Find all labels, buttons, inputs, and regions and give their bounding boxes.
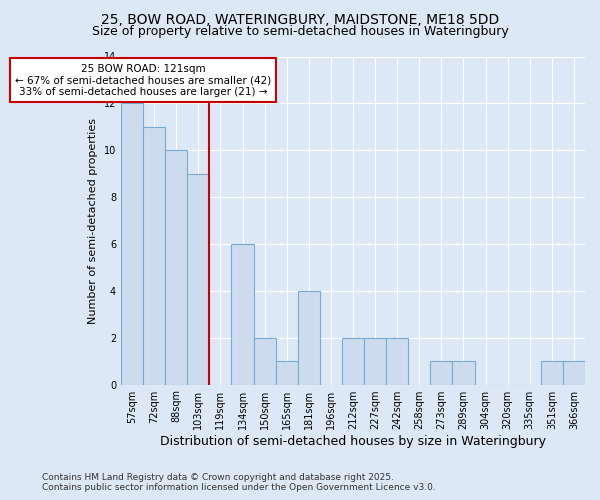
Bar bbox=[298, 291, 320, 384]
Bar bbox=[254, 338, 275, 384]
Bar bbox=[187, 174, 209, 384]
Bar bbox=[563, 361, 585, 384]
Text: 25 BOW ROAD: 121sqm
← 67% of semi-detached houses are smaller (42)
33% of semi-d: 25 BOW ROAD: 121sqm ← 67% of semi-detach… bbox=[15, 64, 271, 96]
Y-axis label: Number of semi-detached properties: Number of semi-detached properties bbox=[88, 118, 98, 324]
Bar bbox=[121, 104, 143, 384]
Bar bbox=[452, 361, 475, 384]
Text: 25, BOW ROAD, WATERINGBURY, MAIDSTONE, ME18 5DD: 25, BOW ROAD, WATERINGBURY, MAIDSTONE, M… bbox=[101, 12, 499, 26]
Bar bbox=[386, 338, 408, 384]
Bar bbox=[364, 338, 386, 384]
Bar bbox=[165, 150, 187, 384]
Bar bbox=[275, 361, 298, 384]
X-axis label: Distribution of semi-detached houses by size in Wateringbury: Distribution of semi-detached houses by … bbox=[160, 434, 546, 448]
Bar bbox=[342, 338, 364, 384]
Bar bbox=[430, 361, 452, 384]
Bar bbox=[541, 361, 563, 384]
Bar bbox=[143, 127, 165, 384]
Bar bbox=[232, 244, 254, 384]
Text: Size of property relative to semi-detached houses in Wateringbury: Size of property relative to semi-detach… bbox=[92, 25, 508, 38]
Text: Contains HM Land Registry data © Crown copyright and database right 2025.
Contai: Contains HM Land Registry data © Crown c… bbox=[42, 473, 436, 492]
